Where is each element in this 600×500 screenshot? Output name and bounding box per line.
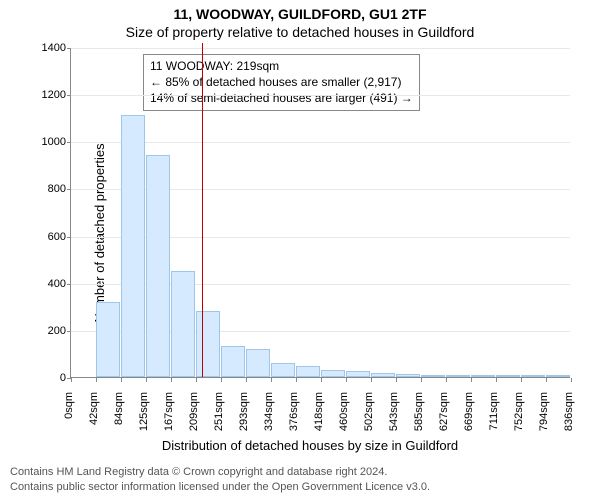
histogram-bar	[546, 375, 570, 377]
y-tick-label: 400	[26, 278, 66, 290]
histogram-bar	[271, 363, 295, 377]
y-tick-label: 800	[26, 183, 66, 195]
y-tick-label: 600	[26, 231, 66, 243]
y-tick	[67, 189, 71, 190]
y-tick	[67, 142, 71, 143]
y-tick	[67, 48, 71, 49]
chart-area: Number of detached properties 11 WOODWAY…	[50, 48, 570, 418]
x-tick	[296, 378, 297, 382]
y-tick	[67, 284, 71, 285]
histogram-bar	[171, 271, 195, 377]
gridline	[71, 48, 570, 49]
histogram-bar	[246, 349, 270, 377]
x-tick	[546, 378, 547, 382]
y-tick-label: 200	[26, 325, 66, 337]
y-tick	[67, 237, 71, 238]
y-tick	[67, 331, 71, 332]
histogram-bar	[146, 155, 170, 377]
gridline	[71, 95, 570, 96]
x-tick	[421, 378, 422, 382]
y-tick-label: 0	[26, 372, 66, 384]
x-tick	[171, 378, 172, 382]
plot-region: 11 WOODWAY: 219sqm ← 85% of detached hou…	[70, 48, 570, 378]
x-tick	[196, 378, 197, 382]
histogram-bar	[221, 346, 245, 377]
x-tick	[71, 378, 72, 382]
y-tick	[67, 95, 71, 96]
x-tick	[496, 378, 497, 382]
y-tick-label: 1000	[26, 136, 66, 148]
marker-infobox: 11 WOODWAY: 219sqm ← 85% of detached hou…	[143, 54, 420, 111]
x-tick	[371, 378, 372, 382]
page-title: 11, WOODWAY, GUILDFORD, GU1 2TF	[0, 0, 600, 22]
x-tick	[521, 378, 522, 382]
histogram-bar	[121, 115, 145, 377]
x-tick	[446, 378, 447, 382]
x-axis-label: Distribution of detached houses by size …	[50, 438, 570, 453]
histogram-bar	[446, 375, 470, 377]
x-tick	[346, 378, 347, 382]
histogram-bar	[471, 375, 495, 377]
infobox-line2: ← 85% of detached houses are smaller (2,…	[150, 74, 413, 90]
footer-line2: Contains public sector information licen…	[10, 480, 430, 494]
x-tick	[321, 378, 322, 382]
x-tick	[246, 378, 247, 382]
x-tick	[146, 378, 147, 382]
x-tick	[271, 378, 272, 382]
infobox-line3: 14% of semi-detached houses are larger (…	[150, 90, 413, 106]
histogram-bar	[321, 370, 345, 377]
histogram-bar	[346, 371, 370, 377]
infobox-line1: 11 WOODWAY: 219sqm	[150, 58, 413, 74]
histogram-bar	[96, 302, 120, 377]
y-tick-label: 1400	[26, 42, 66, 54]
x-tick	[221, 378, 222, 382]
histogram-bar	[296, 366, 320, 377]
histogram-bar	[196, 311, 220, 377]
footer-attribution: Contains HM Land Registry data © Crown c…	[10, 465, 430, 494]
histogram-bar	[496, 375, 520, 377]
x-tick	[571, 378, 572, 382]
x-tick	[121, 378, 122, 382]
histogram-bar	[371, 373, 395, 377]
property-marker-line	[202, 43, 203, 377]
footer-line1: Contains HM Land Registry data © Crown c…	[10, 465, 430, 479]
page-subtitle: Size of property relative to detached ho…	[0, 22, 600, 48]
histogram-bar	[396, 374, 420, 377]
x-tick	[396, 378, 397, 382]
gridline	[71, 142, 570, 143]
histogram-bar	[421, 375, 445, 377]
x-tick	[471, 378, 472, 382]
x-tick	[96, 378, 97, 382]
y-tick-label: 1200	[26, 89, 66, 101]
histogram-bar	[521, 375, 545, 377]
